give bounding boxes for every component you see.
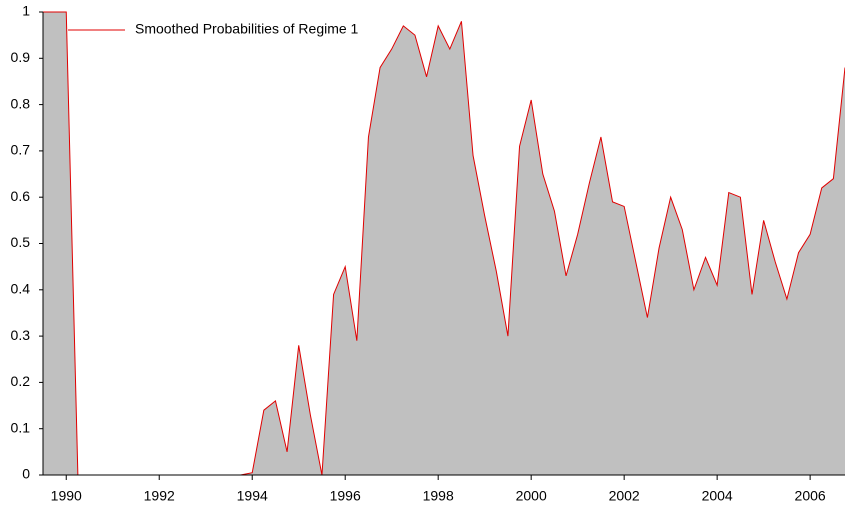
legend-label: Smoothed Probabilities of Regime 1 xyxy=(135,21,359,37)
y-tick-label: 0.3 xyxy=(11,327,31,343)
y-tick-label: 0.7 xyxy=(11,142,31,158)
x-tick-label: 2006 xyxy=(795,488,826,504)
x-tick-label: 2004 xyxy=(702,488,733,504)
x-tick-label: 1990 xyxy=(51,488,82,504)
y-tick-label: 0.5 xyxy=(11,234,31,250)
x-tick-label: 2002 xyxy=(609,488,640,504)
y-tick-label: 0.4 xyxy=(11,281,31,297)
y-tick-label: 0.2 xyxy=(11,373,31,389)
y-tick-label: 0.6 xyxy=(11,188,31,204)
y-tick-label: 0 xyxy=(22,466,30,482)
area xyxy=(43,12,845,475)
x-tick-label: 1994 xyxy=(237,488,268,504)
y-tick-label: 1 xyxy=(22,3,30,19)
x-tick-label: 1992 xyxy=(144,488,175,504)
x-tick-label: 1998 xyxy=(423,488,454,504)
y-tick-label: 0.1 xyxy=(11,419,31,435)
y-tick-label: 0.9 xyxy=(11,49,31,65)
x-tick-label: 1996 xyxy=(330,488,361,504)
x-tick-label: 2000 xyxy=(516,488,547,504)
y-tick-label: 0.8 xyxy=(11,95,31,111)
